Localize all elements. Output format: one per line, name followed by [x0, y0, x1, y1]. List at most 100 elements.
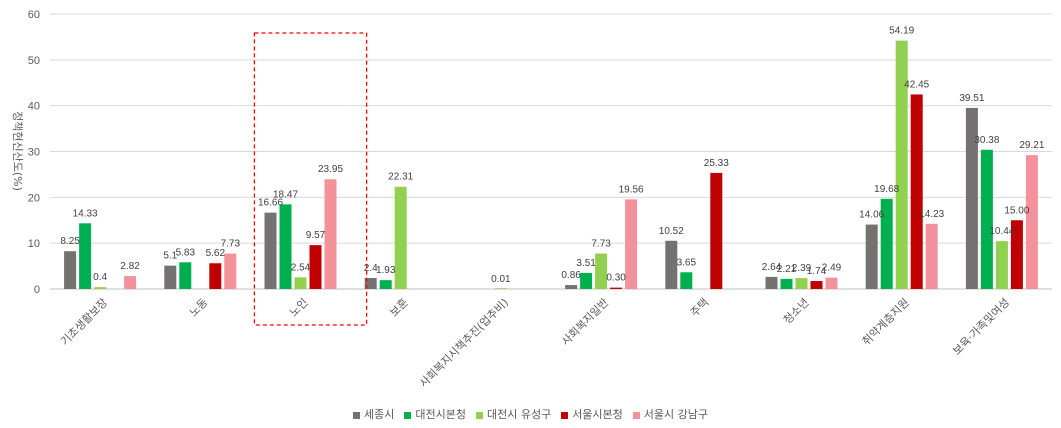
bar-chart: 0 10 20 30 40 50 60 8.25 5.1 16.66 2.4 0.86 10.52 2.… — [11, 9, 1052, 390]
bar — [610, 287, 623, 289]
data-label: 14.06 — [859, 210, 884, 221]
bar — [665, 240, 678, 289]
bar — [580, 272, 593, 289]
bar — [680, 272, 693, 289]
data-label: 22.31 — [388, 172, 413, 183]
bar — [164, 265, 177, 289]
category-label: 주택 — [688, 296, 712, 320]
data-label: 3.51 — [576, 258, 596, 269]
y-tick-label: 50 — [28, 55, 40, 67]
data-labels: 8.25 5.1 16.66 2.4 0.86 10.52 2.64 14.06 39.51 14… — [60, 26, 1044, 285]
data-label: 5.1 — [163, 251, 177, 262]
data-label: 1.74 — [807, 266, 827, 277]
highlight-box — [253, 32, 368, 326]
legend-label: 세종시 — [363, 408, 395, 421]
data-label: 54.19 — [889, 26, 914, 37]
data-label: 15.00 — [1004, 205, 1029, 216]
x-axis-categories: 기초생활보장 노동 노인 보훈 사회복지시책추진(업추비) 사회복지일반 주택 청소년 취약계층… — [57, 295, 1012, 390]
bar — [765, 276, 778, 289]
data-label: 2.21 — [777, 264, 797, 275]
y-tick-label: 40 — [28, 101, 40, 113]
y-tick-label: 30 — [28, 147, 40, 159]
data-label: 14.33 — [73, 208, 98, 219]
bar — [710, 172, 723, 289]
legend-item: 대전시 유성구 — [475, 406, 552, 422]
bar — [1010, 220, 1023, 289]
bar — [309, 245, 322, 289]
category-label: 청소년 — [781, 296, 812, 327]
bar — [910, 94, 923, 289]
bar — [364, 278, 377, 289]
y-axis-label: 정책현신산도(%) — [11, 111, 24, 191]
data-label: 5.62 — [206, 248, 226, 259]
legend-label: 서울시 강남구 — [643, 408, 709, 421]
bar — [595, 253, 608, 289]
bar — [995, 241, 1008, 289]
data-label: 30.38 — [974, 135, 999, 146]
data-label: 0.30 — [606, 273, 626, 284]
data-label: 23.95 — [318, 164, 343, 175]
bar — [279, 204, 292, 289]
bar — [64, 251, 77, 289]
category-label: 기초생활보장 — [57, 295, 110, 348]
legend-label: 서울시본청 — [572, 408, 623, 421]
data-label: 3.65 — [677, 257, 697, 268]
gridlines — [50, 13, 1052, 290]
bar — [980, 149, 993, 289]
data-label: 2.39 — [792, 263, 812, 274]
data-label: 25.33 — [704, 158, 729, 169]
legend-item: 서울시 강남구 — [632, 406, 709, 422]
bar — [965, 107, 978, 289]
bar — [565, 285, 578, 289]
legend: 세종시 대전시본청 대전시 유성구 서울시본청 서울시 강남구 — [0, 406, 1061, 422]
category-label: 보훈 — [387, 296, 411, 320]
category-label: 사회복지일반 — [558, 295, 611, 348]
bars — [64, 40, 1038, 289]
bar — [294, 277, 307, 289]
data-label: 10.44 — [989, 226, 1014, 237]
bar — [865, 224, 878, 289]
bar — [264, 212, 277, 289]
legend-item: 대전시본청 — [404, 406, 466, 422]
data-label: 2.4 — [364, 263, 378, 274]
legend-swatch — [561, 411, 569, 419]
data-label: 18.47 — [273, 189, 298, 200]
data-label: 2.54 — [291, 262, 311, 273]
bar — [79, 223, 92, 289]
data-label: 2.64 — [762, 262, 782, 273]
bar — [795, 278, 808, 289]
bar — [810, 281, 823, 289]
legend-label: 대전시본청 — [415, 408, 466, 421]
data-label: 14.23 — [919, 209, 944, 220]
bar — [625, 199, 638, 289]
category-label: 보육·가족및여성 — [950, 296, 1012, 358]
category-label: 노동 — [187, 296, 211, 320]
bar — [880, 198, 893, 289]
legend-swatch — [475, 411, 483, 419]
bar — [209, 263, 222, 289]
legend-label: 대전시 유성구 — [486, 408, 552, 421]
data-label: 29.21 — [1019, 140, 1044, 151]
category-label: 사회복지시책추진(업추비) — [417, 296, 511, 390]
y-tick-label: 60 — [28, 9, 40, 21]
bar — [324, 179, 337, 289]
data-label: 0.01 — [491, 274, 511, 285]
legend-swatch — [632, 411, 640, 419]
data-label: 0.4 — [93, 272, 107, 283]
data-label: 9.57 — [306, 230, 326, 241]
bar — [379, 280, 392, 289]
bar — [224, 253, 237, 289]
data-label: 42.45 — [904, 79, 929, 90]
legend-swatch — [352, 411, 360, 419]
data-label: 16.66 — [258, 198, 283, 209]
bar — [925, 223, 938, 289]
category-label: 취약계층지원 — [859, 295, 912, 348]
data-label: 8.25 — [60, 236, 80, 247]
bar — [895, 40, 908, 289]
bar — [394, 186, 407, 289]
data-label: 2.49 — [822, 263, 842, 274]
data-label: 0.86 — [561, 270, 581, 281]
data-label: 39.51 — [959, 93, 984, 104]
bar — [124, 276, 137, 289]
data-label: 7.73 — [221, 239, 241, 250]
